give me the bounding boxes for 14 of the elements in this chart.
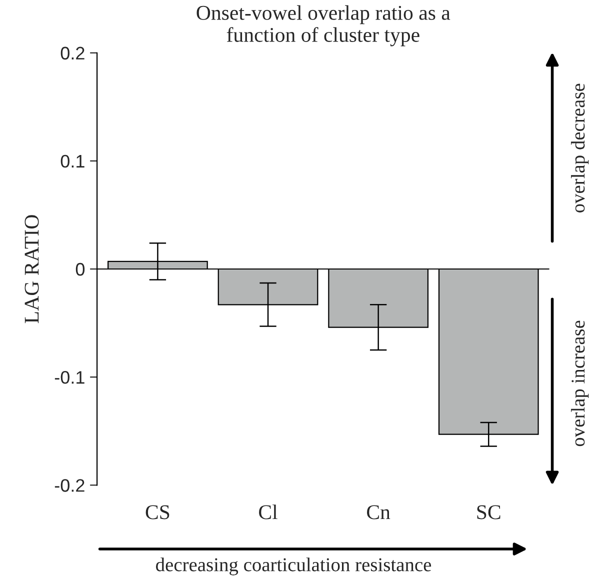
x-tick-label: Cn — [367, 505, 390, 520]
y-tick-label: 0.1 — [60, 154, 84, 168]
text: overlap increase — [571, 320, 589, 446]
text: decreasing coarticulation resistance — [156, 558, 432, 576]
y-tick-label: 0 — [76, 262, 85, 276]
chart-title: Onset-vowel overlap ratio as a function of cluster type — [196, 5, 450, 46]
y-tick-label: 0.2 — [60, 46, 84, 60]
text: overlap decrease — [571, 84, 589, 212]
x-tick-label: CS — [146, 505, 170, 520]
y-tick-label: -0.2 — [54, 479, 84, 492]
y-tick-label: -0.1 — [54, 371, 84, 384]
x-tick-label: Cl — [259, 504, 278, 520]
y-axis-title: LAG RATIO — [24, 215, 39, 324]
x-tick-label: SC — [477, 505, 500, 520]
